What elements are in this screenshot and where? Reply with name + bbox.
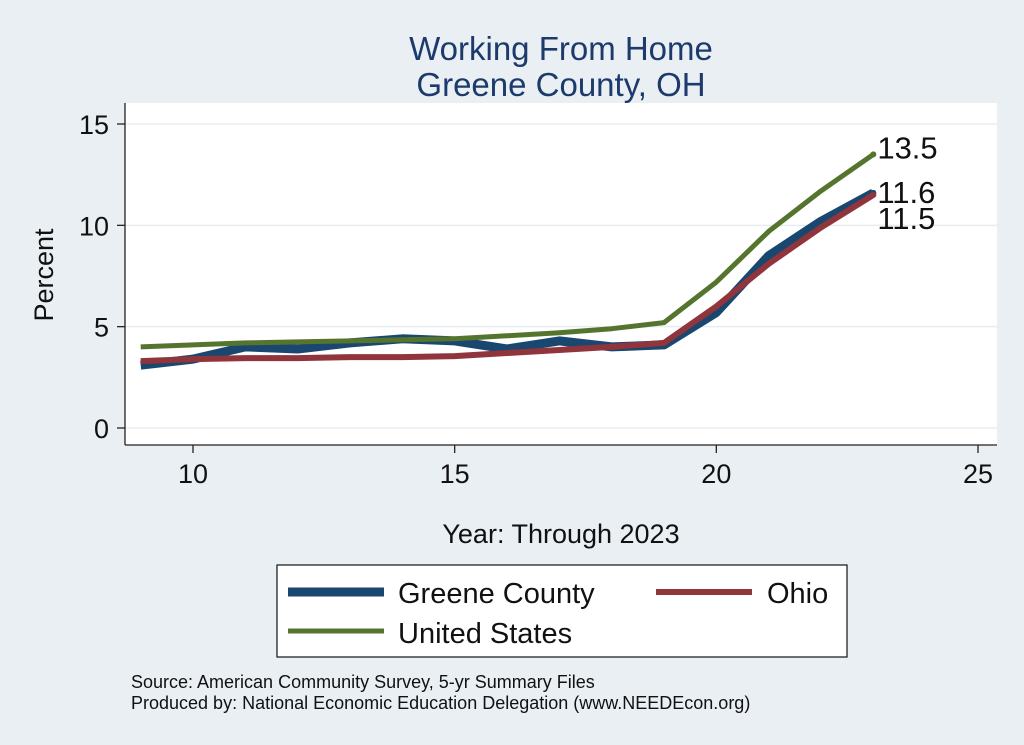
legend-label-united-states: United States — [398, 618, 572, 650]
grid-layer — [125, 123, 997, 429]
chart-title-line-2: Greene County, OH — [416, 66, 705, 103]
legend-box — [276, 564, 848, 658]
series-line-ohio — [140, 192, 875, 365]
legend-label-ohio: Ohio — [767, 578, 828, 610]
y-tick-label-5: 5 — [94, 313, 109, 343]
legend: Greene County Ohio United States — [276, 564, 848, 658]
x-axis-title: Year: Through 2023 — [442, 519, 679, 549]
x-tick-label-20: 20 — [701, 459, 731, 489]
plot-area — [125, 103, 997, 445]
y-tick-label-15: 15 — [79, 110, 109, 140]
end-label-layer: 11.611.5 13.5 — [877, 130, 937, 236]
chart-title-line-1: Working From Home — [409, 30, 713, 67]
series-end-point-united-states — [870, 151, 877, 158]
axis-layer: 0 5 10 15 10 15 20 25 — [79, 103, 997, 489]
series-end-point-ohio — [870, 191, 877, 198]
y-tick-label-0: 0 — [94, 414, 109, 444]
end-label-greene-county: 11.6 — [877, 175, 935, 210]
x-tick-label-10: 10 — [178, 459, 208, 489]
x-tick-label-15: 15 — [440, 459, 470, 489]
y-tick-label-10: 10 — [79, 211, 109, 241]
y-axis-title: Percent — [29, 228, 59, 322]
end-label-united-states: 13.5 — [877, 130, 937, 165]
x-tick-label-25: 25 — [963, 459, 993, 489]
series-line-united-states — [140, 152, 875, 350]
legend-label-greene-county: Greene County — [398, 578, 595, 610]
producer-note: Produced by: National Economic Education… — [131, 693, 750, 713]
end-label-ohio: 11.5 — [877, 201, 935, 236]
source-note: Source: American Community Survey, 5-yr … — [131, 672, 595, 692]
series-layer — [140, 151, 877, 370]
